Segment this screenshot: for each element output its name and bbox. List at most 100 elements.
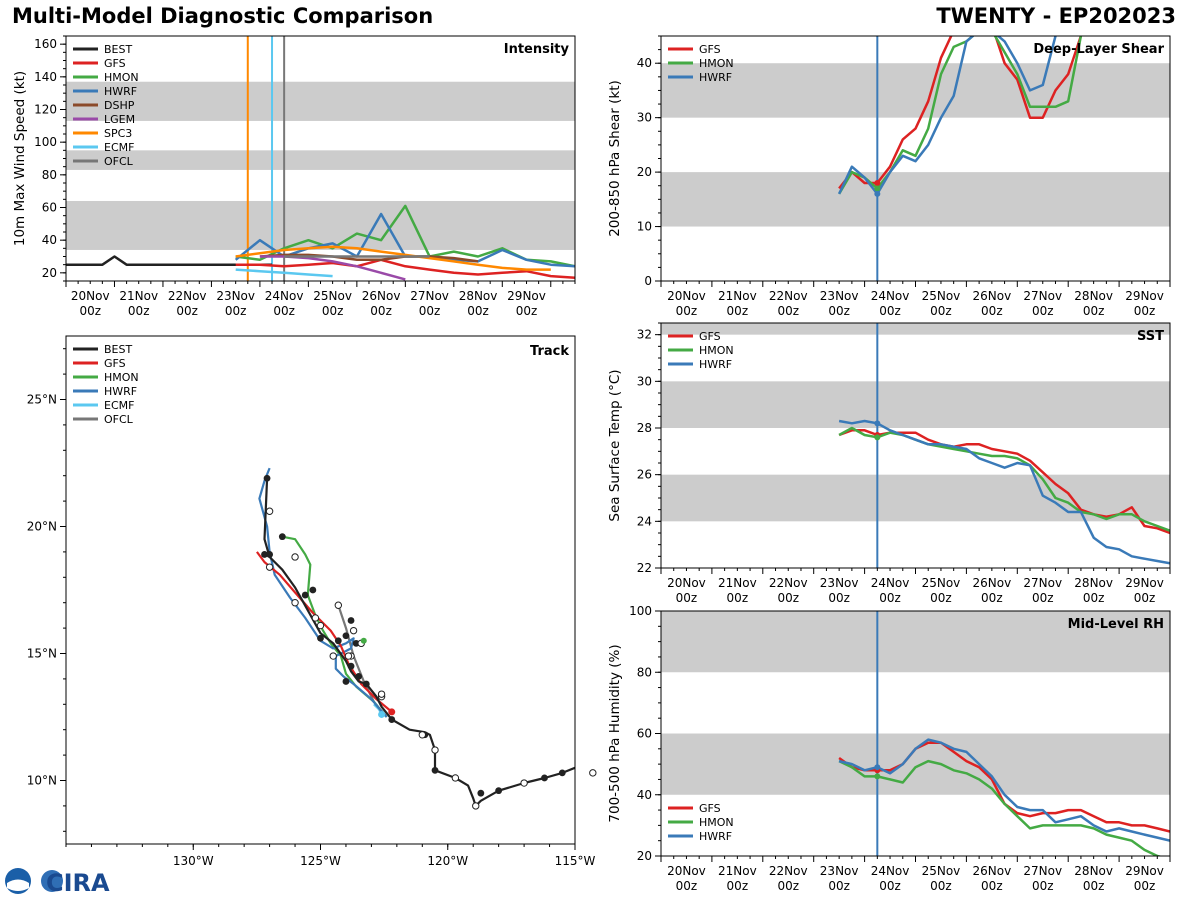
- sst-xtick-hour: 00z: [930, 591, 952, 605]
- track-ytick-label: 25°N: [27, 393, 57, 407]
- intensity-xtick-date: 23Nov: [216, 289, 255, 303]
- intensity-xtick-date: 21Nov: [119, 289, 158, 303]
- track-legend-label: HWRF: [104, 385, 137, 398]
- track-best-point-open: [311, 614, 320, 622]
- intensity-xtick-date: 25Nov: [313, 289, 352, 303]
- sst-xtick-date: 22Nov: [769, 576, 808, 590]
- track-best-point-filled: [342, 678, 350, 685]
- sst-xtick-hour: 00z: [981, 591, 1003, 605]
- sst-legend-label: GFS: [699, 330, 721, 343]
- sst-legend-label: HWRF: [699, 358, 732, 371]
- intensity-legend-label: SPC3: [104, 127, 132, 140]
- track-best-point-filled: [347, 617, 355, 624]
- track-best-point-filled: [355, 672, 363, 680]
- rh-title: Mid-Level RH: [1068, 617, 1164, 632]
- shear-init-point-hmon: [874, 185, 881, 192]
- track-ytick-label: 15°N: [27, 647, 57, 661]
- sst-series-hmon: [838, 426, 1170, 532]
- track-best-point-open: [291, 599, 299, 607]
- intensity-series-dshp: [259, 253, 479, 263]
- track-best-point-open: [334, 601, 343, 609]
- track-title: Track: [530, 344, 569, 359]
- shear-init-point-hwrf: [874, 190, 881, 197]
- track-best-point-open: [377, 690, 386, 698]
- intensity-ytick-label: 80: [42, 168, 57, 182]
- track-best-point-open: [316, 621, 325, 630]
- intensity-xtick-date: 24Nov: [265, 289, 304, 303]
- track-best-point-filled: [342, 632, 350, 640]
- track-best-point-filled: [347, 662, 355, 670]
- track-series-hwrf: [258, 467, 388, 718]
- sst-ytick-label: 28: [637, 421, 652, 435]
- track-best-point-open: [329, 652, 337, 660]
- shear-legend-label: HWRF: [699, 71, 732, 84]
- sst-xtick-hour: 00z: [828, 591, 850, 605]
- rh-xtick-hour: 00z: [676, 879, 698, 893]
- shear-ytick-label: 40: [637, 56, 652, 70]
- storm-id: TWENTY - EP202023: [936, 4, 1176, 28]
- track-best-point-filled: [334, 637, 342, 645]
- shear-ytick-label: 30: [637, 111, 652, 125]
- track-best-point-filled: [541, 774, 548, 782]
- intensity-series-best: [66, 255, 272, 266]
- shear-xtick-hour: 00z: [930, 304, 952, 318]
- track-xtick-label: 120°W: [427, 854, 468, 868]
- track-best-point-open: [418, 731, 426, 739]
- shear-ytick-label: 10: [637, 220, 652, 234]
- sst-title: SST: [1137, 329, 1164, 344]
- rh-xtick-date: 27Nov: [1023, 864, 1062, 878]
- track-best-point-open: [472, 802, 480, 810]
- cira-logo-text: CIRA: [46, 869, 110, 896]
- rh-ytick-label: 80: [637, 665, 652, 679]
- intensity-xtick-hour: 00z: [176, 304, 198, 318]
- track-ytick-label: 20°N: [27, 520, 57, 534]
- track-best-point-filled: [431, 766, 439, 774]
- intensity-xtick-hour: 00z: [225, 304, 247, 318]
- track-best-point-filled: [309, 586, 317, 594]
- track-best-point-filled: [263, 474, 271, 482]
- track-best-point-open: [265, 507, 274, 515]
- shear-xtick-hour: 00z: [879, 304, 901, 318]
- track-legend-label: ECMF: [104, 399, 134, 412]
- track-best-point-open: [589, 769, 597, 777]
- track-best-point-filled: [362, 680, 370, 688]
- intensity-legend-label: LGEM: [104, 113, 135, 126]
- sst-xtick-date: 27Nov: [1023, 576, 1062, 590]
- sst-xtick-hour: 00z: [1134, 591, 1156, 605]
- shear-xtick-date: 28Nov: [1074, 289, 1113, 303]
- rh-xtick-date: 29Nov: [1125, 864, 1164, 878]
- shear-xtick-date: 25Nov: [922, 289, 961, 303]
- intensity-band-2: [66, 81, 575, 121]
- track-gfs-start: [388, 708, 396, 716]
- track-best-point-open: [291, 553, 299, 561]
- rh-xtick-date: 20Nov: [667, 864, 706, 878]
- rh-xtick-hour: 00z: [1134, 879, 1156, 893]
- intensity-xtick-date: 29Nov: [507, 289, 546, 303]
- track-best-point-filled: [301, 591, 309, 599]
- rh-xtick-hour: 00z: [981, 879, 1003, 893]
- shear-ylabel: 200-850 hPa Shear (kt): [607, 80, 623, 237]
- rh-xtick-date: 26Nov: [972, 864, 1011, 878]
- sst-xtick-hour: 00z: [879, 591, 901, 605]
- intensity-ytick-label: 160: [34, 37, 57, 51]
- shear-band-1: [661, 63, 1170, 118]
- intensity-legend-label: GFS: [104, 57, 126, 70]
- shear-series-hmon: [838, 36, 1083, 195]
- track-best-point-open: [431, 746, 439, 754]
- intensity-series-ecmf: [235, 268, 333, 278]
- rh-legend-label: HMON: [699, 816, 734, 829]
- shear-xtick-hour: 00z: [1083, 304, 1105, 318]
- rh-band-1: [661, 611, 1170, 673]
- shear-legend-label: GFS: [699, 43, 721, 56]
- sst-ytick-label: 26: [637, 468, 652, 482]
- intensity-xtick-date: 22Nov: [168, 289, 207, 303]
- shear-xtick-date: 23Nov: [820, 289, 859, 303]
- track-best-point-open: [349, 626, 358, 635]
- rh-xtick-date: 22Nov: [769, 864, 808, 878]
- shear-ytick-label: 20: [637, 165, 652, 179]
- rh-init-point-hwrf: [874, 764, 881, 771]
- sst-xtick-date: 21Nov: [718, 576, 757, 590]
- intensity-xtick-date: 20Nov: [71, 289, 110, 303]
- shear-init-point-gfs: [874, 180, 881, 186]
- track-series-best: [263, 478, 575, 808]
